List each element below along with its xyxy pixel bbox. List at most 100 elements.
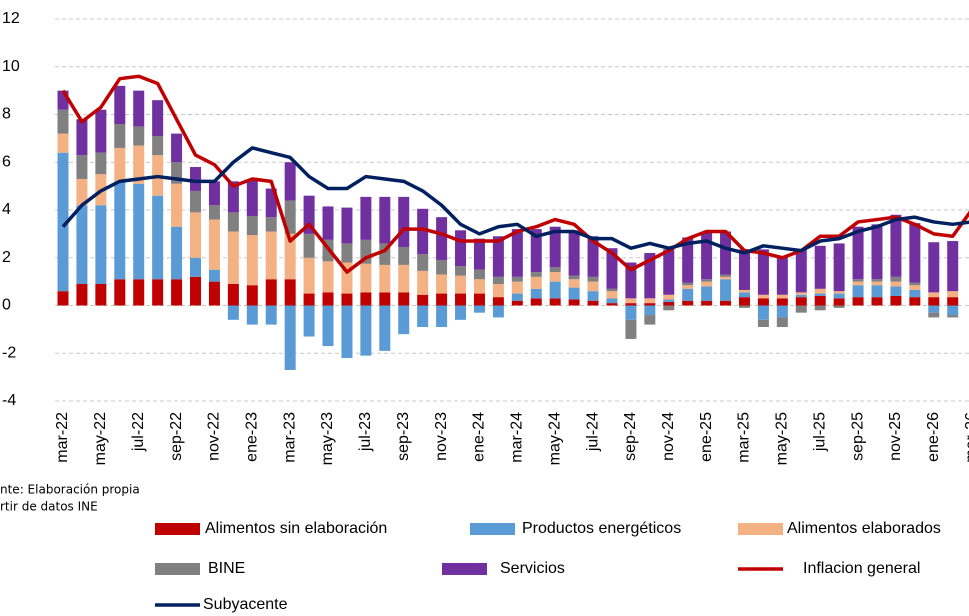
bar-segment [208, 269, 220, 282]
bar-segment [265, 217, 277, 232]
y-tick-label: 8 [2, 106, 11, 123]
bar-segment [587, 291, 599, 301]
bar-segment [152, 279, 164, 306]
bar-segment [303, 305, 315, 337]
bar-segment [606, 288, 618, 292]
x-tick-label: mar-23 [281, 412, 298, 463]
bar-segment [663, 305, 675, 311]
legend-swatch [155, 523, 200, 535]
bar-segment [455, 305, 467, 320]
legend-swatch [738, 523, 783, 535]
bar-segment [190, 276, 202, 306]
bar-segment [455, 266, 467, 276]
bar-segment [947, 315, 959, 318]
bar-segment [208, 181, 220, 206]
bar-segment [757, 319, 769, 327]
bar-segment [625, 298, 637, 304]
bar-segment [928, 312, 940, 318]
line [61, 74, 969, 274]
x-tick-label: mar-26 [963, 412, 969, 463]
y-tick-label: 6 [2, 153, 11, 170]
y-tick-label: 4 [2, 201, 11, 218]
legend-label: Inflacion general [803, 560, 920, 577]
bar-segment [227, 231, 239, 285]
bar-segment [871, 279, 883, 282]
bar-segment [625, 319, 637, 339]
bar-segment [95, 284, 107, 306]
bar-segment [171, 162, 183, 184]
bar-segment [644, 305, 656, 316]
bar-segment [720, 276, 732, 280]
bar-segment [76, 155, 88, 179]
bar-segment [568, 299, 580, 306]
bar-segment [530, 298, 542, 306]
bar-segment [171, 226, 183, 280]
x-tick-label: may-23 [319, 412, 336, 465]
bar-segment [265, 231, 277, 280]
y-tick-label: 10 [2, 58, 20, 75]
bar-segment [208, 205, 220, 220]
bar-segment [871, 281, 883, 286]
bar-segment [473, 293, 485, 306]
y-tick-label: 0 [2, 297, 11, 314]
bar-segment [246, 215, 258, 236]
bar-segment [379, 264, 391, 293]
bar-segment [795, 249, 807, 293]
bar-segment [265, 188, 277, 218]
bar-segment [890, 276, 902, 282]
bar-segment [928, 292, 940, 298]
bar-segment [606, 303, 618, 306]
bar-segment [738, 249, 750, 290]
x-tick-label: ene-26 [925, 412, 942, 462]
bar-segment [644, 303, 656, 306]
bar-segment [341, 293, 353, 306]
bar-segment [644, 252, 656, 299]
x-tick-label: sep-22 [168, 412, 185, 461]
bar-segment [379, 292, 391, 306]
bar-segment [303, 195, 315, 234]
bar-segment [701, 286, 713, 301]
bar-segment [776, 317, 788, 327]
bar-segment [492, 276, 504, 285]
bar-segment [57, 291, 69, 306]
bar-segment [455, 275, 467, 294]
bar-segment [379, 305, 391, 351]
bar-segment [549, 272, 561, 282]
bar-segment [682, 285, 694, 289]
bar-segment [76, 284, 88, 306]
bar-segment [776, 298, 788, 306]
bar-segment [701, 300, 713, 306]
bar-segment [776, 256, 788, 295]
bar-segment [928, 305, 940, 313]
bar-segment [322, 292, 334, 306]
bar-segment [76, 119, 88, 156]
bar-segment [814, 288, 826, 294]
bar-segment [341, 262, 353, 294]
bar-segment [133, 90, 145, 127]
bar-segment [398, 292, 410, 306]
bar-segment [757, 298, 769, 306]
bar-segment [606, 298, 618, 304]
x-tick-label: nov-22 [206, 412, 223, 461]
bar-segment [492, 305, 504, 318]
bar-segment [852, 297, 864, 306]
x-tick-label: jul-23 [357, 412, 374, 452]
bar-segment [947, 305, 959, 316]
bar-segment [284, 162, 296, 201]
x-tick-label: ene-24 [471, 412, 488, 462]
bar-segment [701, 281, 713, 287]
bar-segment [682, 300, 694, 306]
bar-segment [833, 243, 845, 292]
bar-segment [303, 293, 315, 306]
bar-segment [57, 133, 69, 153]
bar-segment [795, 297, 807, 306]
bar-segment [720, 231, 732, 275]
bar-segment [852, 279, 864, 282]
bar-segment [492, 297, 504, 306]
y-tick-label: -2 [2, 344, 16, 361]
bar-segment [871, 224, 883, 280]
bar-segment [227, 181, 239, 213]
bar-segment [720, 300, 732, 306]
x-tick-label: mar-22 [54, 412, 71, 463]
x-tick-label: ene-23 [244, 412, 261, 462]
